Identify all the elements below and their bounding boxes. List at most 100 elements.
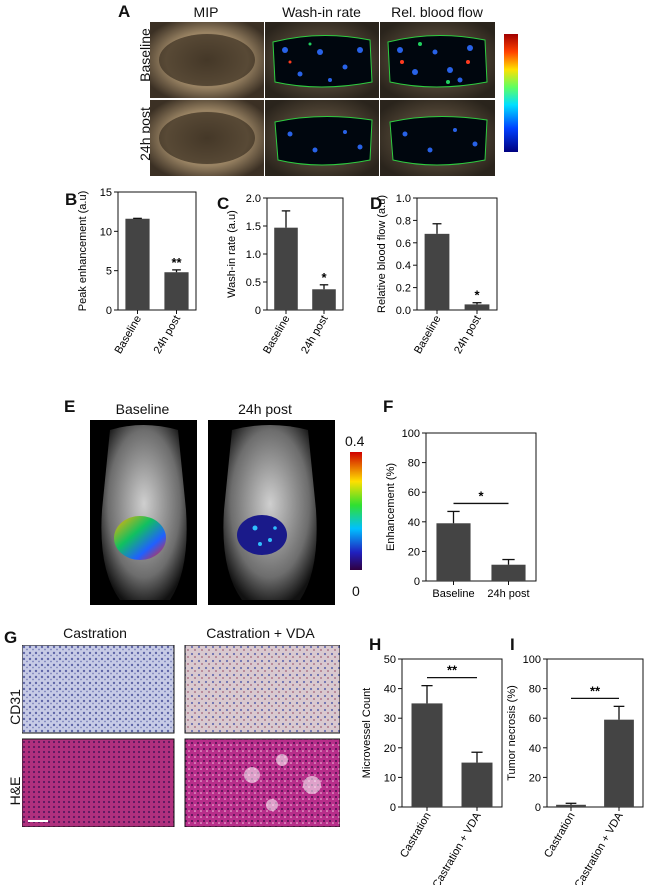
y-tick-label: 0: [255, 305, 261, 317]
panel-d-label: D: [370, 194, 383, 213]
y-tick-label: 1.0: [396, 193, 411, 205]
bar: [164, 272, 189, 310]
x-tick-label: Baseline: [113, 314, 144, 357]
y-axis-label: Relative blood flow (a.u): [376, 195, 388, 313]
significance-marker: *: [321, 270, 327, 285]
mri-baseline-tumor: [114, 516, 166, 560]
panel-a-ultrasound-grid: [150, 22, 495, 176]
bar: [436, 523, 471, 581]
significance-marker: **: [447, 663, 458, 678]
x-tick-label: 24h post: [452, 314, 483, 357]
x-tick-label: Castration: [542, 811, 577, 860]
y-tick-label: 2.0: [246, 193, 261, 205]
y-tick-label: 60: [529, 713, 541, 725]
bar: [604, 719, 634, 807]
x-tick-label: Castration + VDA: [431, 810, 484, 885]
panel-e-scale-min: 0: [352, 583, 360, 599]
y-tick-label: 100: [402, 428, 420, 440]
y-axis-label: Wash-in rate (a.u): [226, 210, 238, 298]
chart-i: 0 20 40 60 80 100 Tumor necrosis (%) Castration…: [506, 654, 644, 885]
bar: [556, 804, 586, 807]
y-tick-label: 50: [384, 654, 396, 666]
y-tick-label: 40: [384, 684, 396, 696]
panel-e-col-baseline: Baseline: [115, 401, 170, 417]
chart-b: 0 5 10 15 Peak enhancement (a.u) Baseline 24h …: [77, 187, 197, 357]
chart-f: 0 20 40 60 80 100 Enhancement (%) Baseline 24h p…: [385, 428, 537, 600]
y-axis-label: Tumor necrosis (%): [506, 685, 518, 781]
panel-e-mri-images: [90, 420, 335, 605]
plot-frame: [425, 432, 537, 582]
y-tick-label: 10: [100, 226, 112, 238]
y-tick-label: 0: [414, 576, 420, 588]
cd31-castration-image: [22, 645, 175, 734]
y-tick-label: 60: [408, 487, 420, 499]
panel-e-col-24h: 24h post: [238, 401, 292, 417]
panel-f-label: F: [383, 397, 394, 416]
panel-e-label: E: [64, 397, 76, 416]
chart-d: 0.0 0.2 0.4 0.6 0.8 1.0 Relative blood flow (a…: [376, 193, 498, 357]
y-tick-label: 0: [106, 305, 112, 317]
x-tick-label: Baseline: [412, 314, 443, 357]
x-tick-label: Baseline: [432, 588, 474, 600]
y-tick-label: 40: [408, 517, 420, 529]
panel-g-row-cd31: CD31: [7, 689, 23, 725]
panel-g-col-castration-vda: Castration + VDA: [206, 625, 315, 641]
bar: [464, 304, 490, 310]
mri-24h-tumor: [237, 515, 287, 555]
y-tick-label: 40: [529, 743, 541, 755]
panel-a-col-mip: MIP: [193, 4, 219, 20]
y-tick-label: 80: [408, 458, 420, 470]
y-tick-label: 20: [529, 772, 541, 784]
chart-h: 0 10 20 30 40 50 Microvessel Count CastrationCa…: [361, 654, 503, 885]
y-tick-label: 0: [390, 802, 396, 814]
y-axis-label: Enhancement (%): [385, 463, 397, 551]
x-tick-label: 24h post: [299, 314, 330, 357]
x-tick-label: Castration + VDA: [573, 810, 626, 885]
significance-marker: **: [590, 683, 601, 698]
y-tick-label: 1.0: [246, 249, 261, 261]
y-axis-label: Microvessel Count: [361, 688, 373, 778]
y-tick-label: 0.4: [396, 260, 411, 272]
plot-frame: [401, 658, 503, 808]
x-tick-label: 24h post: [487, 588, 529, 600]
panel-b-label: B: [65, 190, 78, 209]
x-tick-label: Baseline: [261, 314, 292, 357]
panel-g-histology-grid: [22, 645, 340, 827]
x-tick-label: Castration: [398, 811, 433, 860]
panel-a-label: A: [118, 2, 131, 21]
panel-e-colorbar: [350, 452, 362, 570]
panel-a-colorbar: [504, 34, 518, 152]
y-tick-label: 0.2: [396, 283, 411, 295]
y-axis-label: Peak enhancement (a.u): [77, 191, 89, 311]
plot-frame: [117, 191, 197, 311]
bar: [125, 218, 150, 310]
significance-marker: *: [478, 488, 484, 503]
y-tick-label: 0.5: [246, 277, 261, 289]
y-tick-label: 0.8: [396, 215, 411, 227]
y-tick-label: 100: [523, 654, 541, 666]
panel-g-label: G: [4, 628, 18, 647]
y-tick-label: 1.5: [246, 221, 261, 233]
bar: [312, 289, 336, 310]
y-tick-label: 20: [408, 546, 420, 558]
x-tick-label: 24h post: [152, 314, 183, 357]
bar: [411, 703, 443, 807]
panel-e-scale-max: 0.4: [345, 433, 365, 449]
bar: [461, 762, 493, 807]
bar: [491, 564, 526, 581]
y-tick-label: 30: [384, 713, 396, 725]
y-tick-label: 15: [100, 187, 112, 199]
plot-frame: [416, 197, 498, 311]
panel-a-col-washin: Wash-in rate: [282, 4, 361, 20]
y-tick-label: 0.0: [396, 305, 411, 317]
y-tick-label: 0.6: [396, 238, 411, 250]
significance-marker: *: [474, 288, 480, 303]
chart-c: 0 0.5 1.0 1.5 2.0 Wash-in rate (a.u) Baseline 2…: [226, 193, 344, 357]
y-tick-label: 0: [535, 802, 541, 814]
bar: [424, 233, 450, 310]
cd31-vda-image: [184, 645, 340, 734]
y-tick-label: 80: [529, 684, 541, 696]
significance-marker: **: [171, 255, 182, 270]
plot-frame: [546, 658, 644, 808]
panel-g-row-he: H&E: [7, 776, 23, 806]
